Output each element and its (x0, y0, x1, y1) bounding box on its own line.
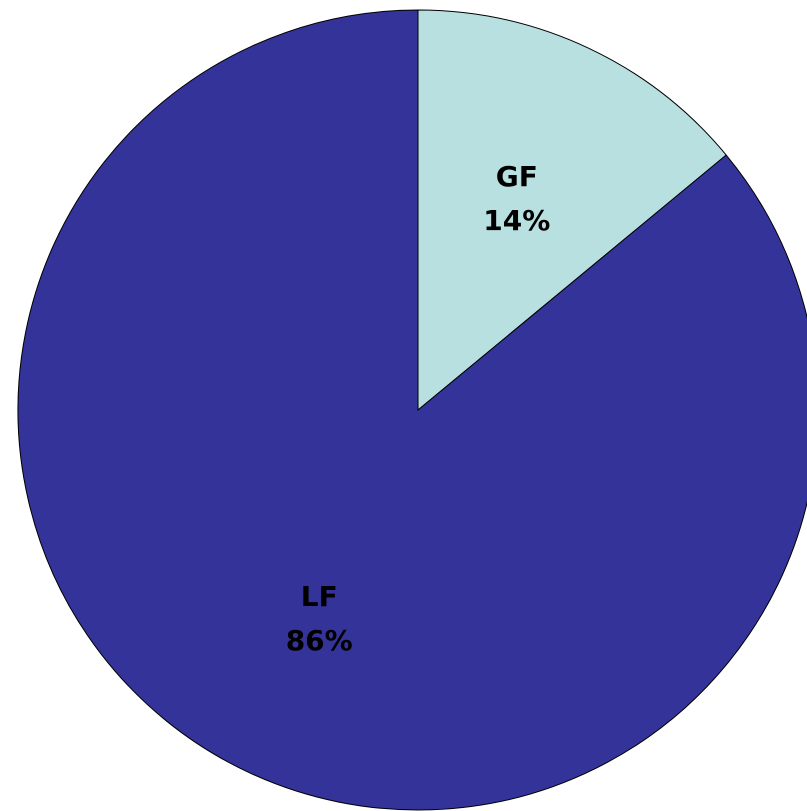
pie-slice (17, 9, 807, 811)
pie-slice (417, 9, 727, 412)
slice-value-label: 14% (483, 204, 550, 237)
slice-value-label: 86% (286, 624, 353, 657)
slice-label: GF (496, 160, 538, 193)
slice-label: LF (301, 580, 338, 613)
